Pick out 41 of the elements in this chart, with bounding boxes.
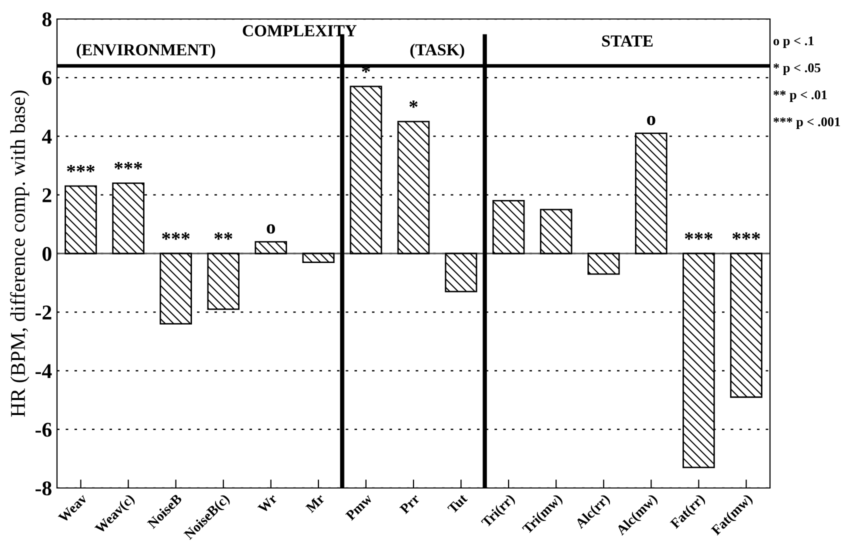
annotation: (TASK): [410, 44, 464, 59]
bar: [492, 200, 525, 254]
bar: [64, 185, 97, 254]
text: o p < .1: [774, 36, 814, 48]
x-tick-label: Wr: [257, 493, 278, 514]
annotation: ***: [732, 232, 760, 240]
annotation: o: [266, 224, 276, 234]
text: * p < .05: [774, 63, 820, 75]
annotation: COMPLEXITY: [242, 25, 357, 36]
annotation: STATE: [602, 35, 653, 47]
y-tick-label: -8: [36, 481, 52, 496]
y-tick-label: -6: [36, 422, 52, 437]
annotation: ***: [162, 232, 190, 240]
annotation: **: [214, 232, 232, 240]
bar: [160, 252, 192, 325]
annotation: ***: [684, 232, 712, 240]
bar: [587, 252, 620, 275]
bar: [730, 252, 762, 398]
bar: [540, 208, 572, 254]
bar: [302, 252, 335, 263]
annotation: (ENVIRONMENT): [76, 44, 216, 59]
annotation: *: [409, 100, 418, 108]
text: ** p < .01: [774, 90, 827, 102]
annotation: o: [647, 116, 656, 126]
y-tick-label: 4: [42, 130, 52, 144]
y-tick-label: 6: [42, 71, 52, 86]
bar: [444, 252, 478, 292]
annotation: ***: [114, 162, 142, 170]
x-tick-label: Prr: [399, 493, 420, 514]
y-axis-title: HR (BPM, difference comp. with base): [10, 90, 30, 417]
y-tick-label: 2: [42, 188, 52, 202]
x-tick-label: Tut: [447, 493, 468, 514]
bar: [254, 241, 288, 254]
y-tick-label: 0: [42, 246, 52, 261]
y-tick-label: -2: [36, 306, 52, 320]
x-tick-label: Mr: [305, 493, 326, 514]
y-tick-label: -4: [36, 364, 52, 378]
bar: [397, 120, 430, 254]
annotation: ***: [66, 164, 95, 172]
y-tick-label: 8: [42, 12, 52, 26]
text: *** p < .001: [774, 117, 840, 129]
